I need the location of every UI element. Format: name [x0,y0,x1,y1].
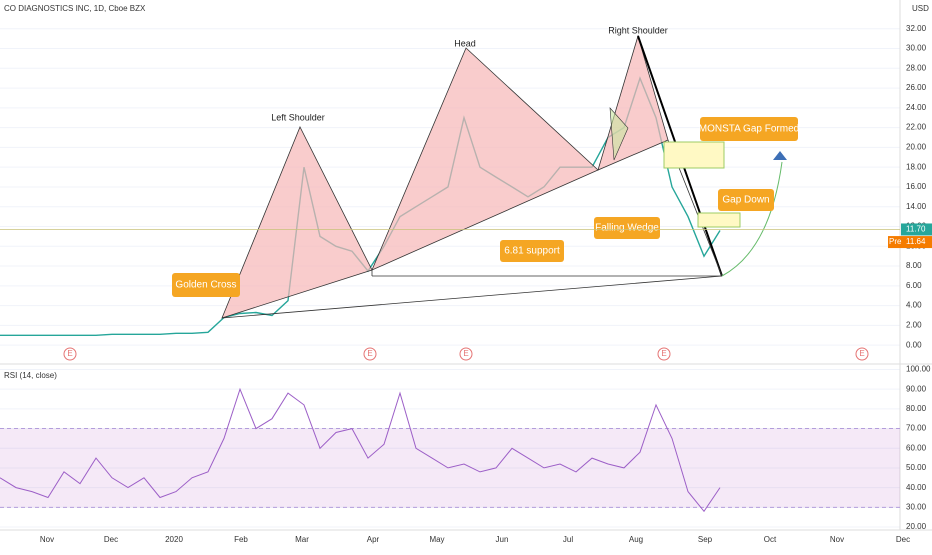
y-tick-label: 22.00 [906,123,927,132]
left-shoulder-shape [221,126,373,319]
callout-text: Gap Down [722,195,769,206]
y-tick-label: 26.00 [906,83,927,92]
x-tick-label: Jul [563,535,573,544]
callout-box [700,117,798,141]
x-tick-label: Apr [367,535,380,544]
x-tick-label: May [429,535,444,544]
earnings-marker [363,347,377,361]
y-tick-label: 70.00 [906,424,927,433]
callout-box [500,240,564,262]
y-tick-label: 0.00 [906,340,922,349]
callout-box [594,217,660,239]
premarket-tag [888,236,932,249]
y-tick-label: 16.00 [906,182,927,191]
earnings-label: E [661,349,666,358]
x-tick-label: Oct [764,535,777,544]
head-shape [371,47,599,271]
earnings-marker [63,347,77,361]
earnings-marker [657,347,671,361]
y-tick-label: 30.00 [906,44,927,53]
pattern-shapes [221,34,787,319]
arrow-head [773,151,787,160]
callout-text: 6.81 support [504,246,560,257]
last-price-tag [901,223,932,236]
premarket-label: 11.64 [906,237,926,246]
y-tick-label: 20.00 [906,143,927,152]
callout-box [718,189,774,211]
y-tick-label: 40.00 [906,483,927,492]
title: CO DIAGNOSTICS INC, 1D, Cboe BZX [4,4,146,13]
earnings-marker [459,347,473,361]
neck-line [221,275,723,319]
pattern-label: Right Shoulder [608,25,668,35]
callout-text: Falling Wedge [595,223,659,234]
small-wedge [609,107,629,161]
pattern-label: Left Shoulder [271,112,325,122]
premarket-tag-text: Pre [889,237,902,246]
callout-text: MONSTA Gap Formed [699,124,799,135]
x-tick-label: Jun [496,535,509,544]
y-tick-label: 30.00 [906,502,927,511]
y-tick-label: 20.00 [906,522,927,531]
earnings-label: E [859,349,864,358]
rsi-line [0,387,721,513]
x-tick-label: Nov [830,535,844,544]
pattern-label: Head [454,38,476,48]
x-tick-label: Sep [698,535,713,544]
earnings-label: E [367,349,372,358]
y-tick-label: 50.00 [906,463,927,472]
last-price-label: 11.70 [906,225,926,234]
earnings-label: E [67,349,72,358]
y-tick-label: 28.00 [906,63,927,72]
y-tick-label: 8.00 [906,261,922,270]
callout-box [172,273,240,297]
gap-down-box [697,212,741,228]
earnings-label: E [463,349,468,358]
projection-arrow [721,161,783,277]
y-tick-label: 2.00 [906,320,922,329]
gap-box [663,141,725,169]
y-tick-label: 14.00 [906,202,927,211]
x-tick-label: Mar [295,535,309,544]
callouts: Golden Cross 6.81 support MONSTA Gap For… [172,117,799,297]
y-tick-label: 100.00 [906,365,931,374]
callout-text: Golden Cross [175,280,236,291]
rsi-title: RSI (14, close) [4,371,57,380]
x-tick-label: Nov [40,535,54,544]
x-tick-label: 2020 [165,535,183,544]
currency: USD [912,4,929,13]
y-tick-label: 4.00 [906,301,922,310]
rsi-band [0,428,900,508]
x-tick-label: Dec [896,535,910,544]
y-tick-label: 90.00 [906,384,927,393]
x-tick-label: Aug [629,535,643,544]
y-tick-label: 80.00 [906,404,927,413]
y-tick-label: 60.00 [906,443,927,452]
x-tick-label: Feb [234,535,248,544]
y-tick-label: 6.00 [906,281,922,290]
y-tick-label: 18.00 [906,162,927,171]
y-tick-label: 24.00 [906,103,927,112]
earnings-marker [855,347,869,361]
x-tick-label: Dec [104,535,118,544]
y-tick-label: 32.00 [906,24,927,33]
